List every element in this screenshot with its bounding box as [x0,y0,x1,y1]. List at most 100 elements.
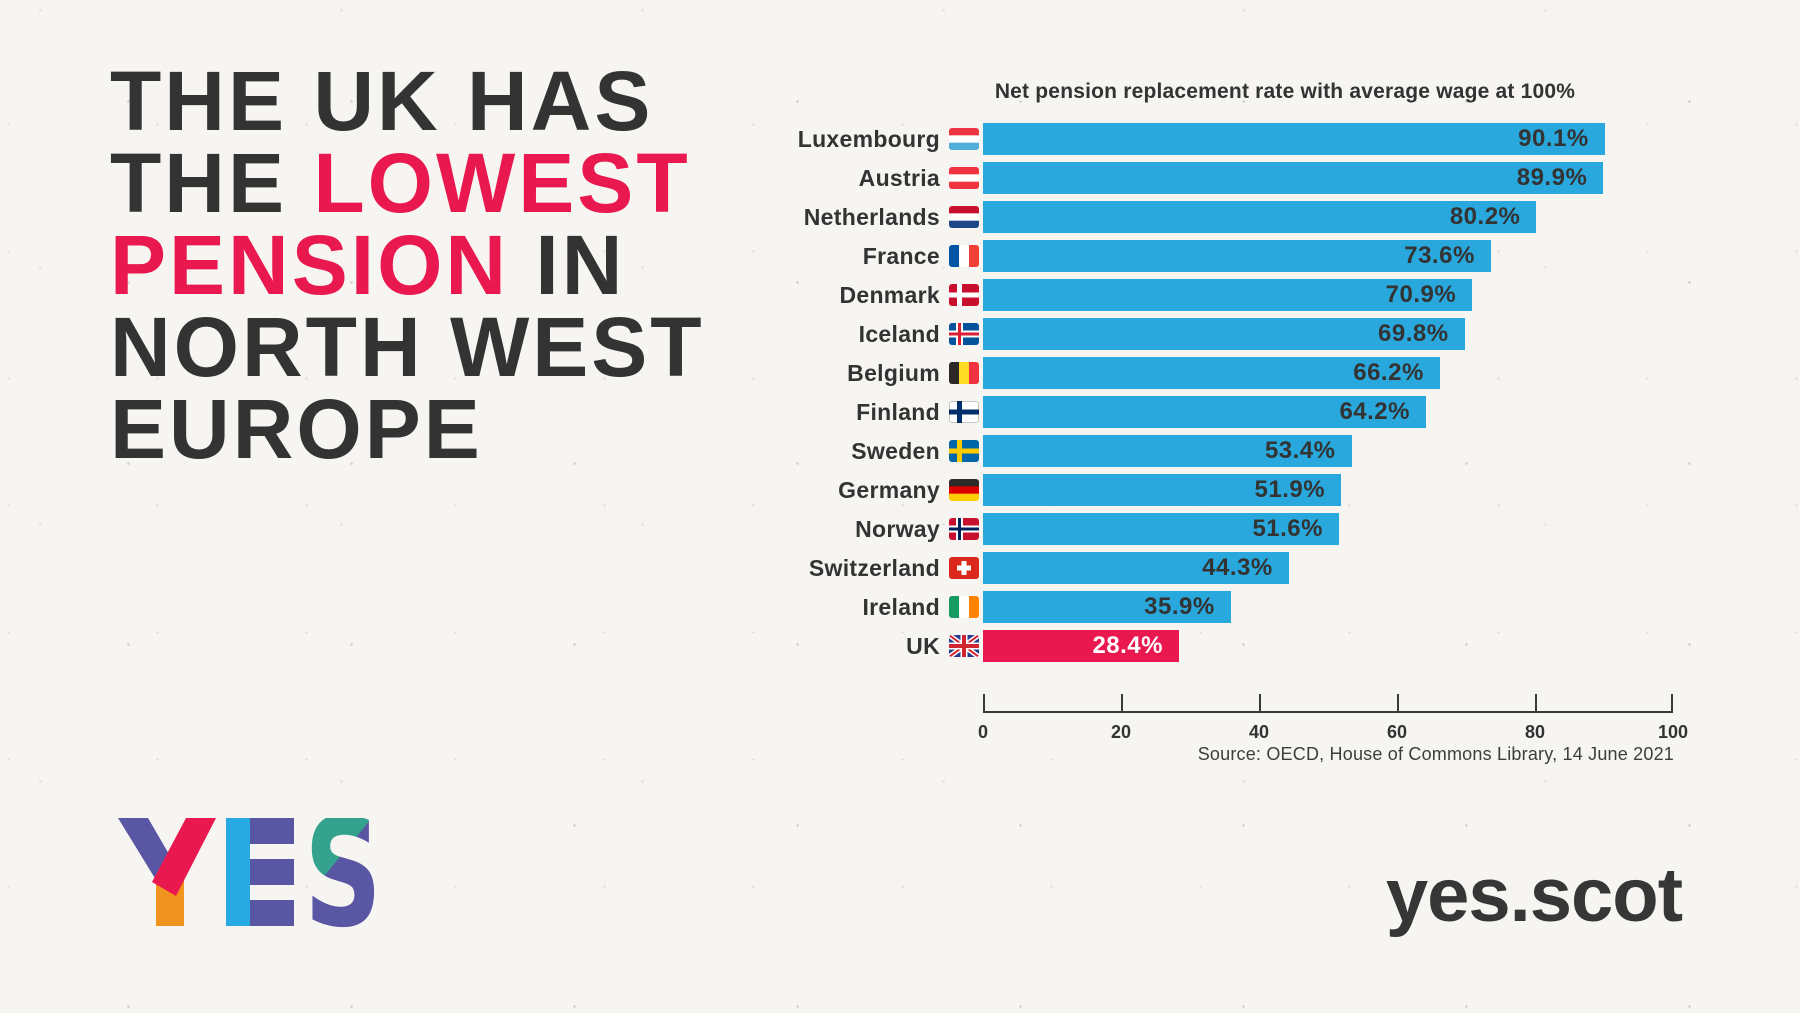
chart-row: Belgium 66.2% [700,357,1605,389]
website-url: yes.scot [1385,853,1683,938]
country-label: Austria [858,164,940,191]
axis-tick [983,694,985,711]
axis-tick-label: 80 [1524,722,1546,742]
flag-iceland-icon [949,323,979,345]
country-label: Switzerland [808,554,940,581]
bar-value-label: 66.2% [1353,359,1424,386]
country-label: France [862,242,940,269]
headline-segment: LOWEST [313,136,691,230]
bar: 53.4% [983,435,1352,467]
flag-ireland-icon [949,596,979,618]
bar-value-label: 64.2% [1339,398,1410,425]
chart-title: Net pension replacement rate with averag… [994,80,1576,103]
bar-value-label: 69.8% [1378,320,1449,347]
bar: 90.1% [983,123,1605,155]
axis-tick [1259,694,1261,711]
chart-row: Germany 51.9% [700,474,1605,506]
source-note: Source: OECD, House of Commons Library, … [1197,744,1674,764]
headline-line: THE LOWEST [110,141,705,225]
flag-finland-icon [949,401,979,423]
flag-germany-icon [949,479,979,501]
bar-value-label: 53.4% [1264,437,1336,464]
bar-value-label: 89.9% [1516,164,1588,191]
country-label: Netherlands [803,203,940,230]
bar-value-label: 80.2% [1449,203,1521,230]
bar: 80.2% [983,201,1537,233]
headline: THE UK HAS THE LOWEST PENSION IN NORTH WEST… [110,59,705,471]
axis-tick-label: 40 [1248,722,1270,742]
bar-value-label: 28.4% [1092,632,1163,659]
chart-row: France 73.6% [700,240,1605,272]
country-label: Germany [838,476,940,503]
chart-row: UK 28.4% [700,630,1605,662]
headline-segment: THE UK HAS [110,54,654,148]
bar: 89.9% [983,162,1604,194]
chart-row: Switzerland 44.3% [700,552,1605,584]
flag-switzerland-icon [949,557,979,579]
chart-row: Ireland 35.9% [700,591,1605,623]
axis-tick [1535,694,1537,711]
country-label: Ireland [862,593,940,620]
chart-row: Luxembourg 90.1% [700,123,1605,155]
headline-segment: IN [509,218,626,312]
country-label: Norway [855,515,940,542]
country-label: Denmark [839,281,940,308]
bar: 51.9% [983,474,1342,506]
bar: 44.3% [983,552,1289,584]
bar-value-label: 90.1% [1518,125,1589,152]
country-label: Sweden [851,437,940,464]
country-label: Luxembourg [797,125,940,152]
chart-row: Finland 64.2% [700,396,1605,428]
axis-tick-label: 100 [1657,722,1689,742]
chart-row: Austria 89.9% [700,162,1605,194]
bar: 28.4% [983,630,1179,662]
country-label: Finland [856,398,940,425]
flag-norway-icon [949,518,979,540]
x-axis [983,694,1673,713]
bar: 70.9% [983,279,1473,311]
bar: 73.6% [983,240,1491,272]
flag-austria-icon [949,167,979,189]
flag-sweden-icon [949,440,979,462]
chart-row: Iceland 69.8% [700,318,1605,350]
flag-luxembourg-icon [949,128,979,150]
axis-tick-label: 60 [1386,722,1408,742]
country-label: Iceland [858,320,940,347]
headline-segment: THE [110,136,314,230]
flag-uk-icon [949,635,979,657]
chart-row: Sweden 53.4% [700,435,1605,467]
yes-logo: S [118,818,378,928]
axis-tick [1397,694,1399,711]
logo-letter-y [118,818,216,926]
bar: 35.9% [983,591,1231,623]
flag-france-icon [949,245,979,267]
country-label: UK [906,632,940,659]
logo-letter-s: S [304,818,378,928]
axis-tick-label: 20 [1110,722,1132,742]
logo-letter-e [226,818,294,926]
headline-segment: PENSION [110,218,510,312]
chart-rows: Luxembourg 90.1% Austria 89.9% Netherlands 80… [700,123,1605,669]
headline-line: NORTH WEST [110,305,705,389]
x-axis-labels: 0 20 40 60 80 100 [978,722,1688,744]
headline-line: EUROPE [110,387,705,471]
chart-row: Netherlands 80.2% [700,201,1605,233]
bar: 51.6% [983,513,1339,545]
bar: 69.8% [983,318,1465,350]
bar: 66.2% [983,357,1440,389]
flag-netherlands-icon [949,206,979,228]
flag-belgium-icon [949,362,979,384]
bar-value-label: 70.9% [1385,281,1457,308]
axis-tick [1671,694,1673,711]
headline-segment: EUROPE [110,382,483,476]
bar: 64.2% [983,396,1426,428]
bar-value-label: 44.3% [1202,554,1273,581]
headline-segment: NORTH WEST [110,300,705,394]
country-label: Belgium [847,359,940,386]
bar-value-label: 73.6% [1404,242,1475,269]
headline-line: THE UK HAS [110,59,705,143]
logo-y-right-arm [152,818,216,896]
chart-row: Denmark 70.9% [700,279,1605,311]
bar-value-label: 51.9% [1254,476,1326,503]
axis-tick-label: 0 [977,722,989,742]
